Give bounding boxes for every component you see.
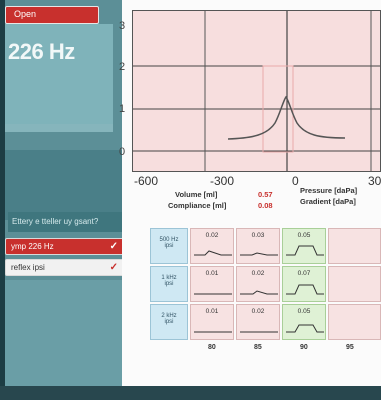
left-panel-footer xyxy=(5,280,122,386)
panel-divider xyxy=(5,124,113,132)
row-label-500hz: 500 Hz ipsi xyxy=(150,228,188,264)
reflex-cell-empty[interactable] xyxy=(328,304,381,340)
column-label: 80 xyxy=(208,344,216,351)
open-button-label: Open xyxy=(14,9,37,19)
tymp-metrics: Volume [ml] Compliance [ml] 0.57 0.08 Pr… xyxy=(150,186,381,216)
row-frequency: 1 kHz xyxy=(161,275,177,281)
compliance-label: Compliance [ml] xyxy=(168,201,227,210)
row-side: ipsi xyxy=(164,281,174,287)
row-label-2khz: 2 kHz ipsi xyxy=(150,304,188,340)
frequency-display: 226 Hz xyxy=(5,24,113,125)
x-tick-label: -300 xyxy=(210,174,235,188)
reflex-cell[interactable]: 0.02 xyxy=(190,228,234,264)
row-frequency: 2 kHz xyxy=(161,313,177,319)
gradient-label: Gradient [daPa] xyxy=(300,197,356,206)
frequency-value: 226 Hz xyxy=(8,39,75,64)
question-label: Ettery e tteller uy gsant? xyxy=(8,212,122,232)
pressure-label: Pressure [daPa] xyxy=(300,186,358,195)
row-frequency: 500 Hz xyxy=(159,237,179,243)
y-tick-label: 3 xyxy=(119,20,126,32)
reflex-trace xyxy=(286,284,324,295)
reflex-cell[interactable]: 0.05 xyxy=(282,304,326,340)
reflex-cell-value: 0.02 xyxy=(251,308,265,315)
check-icon: ✓ xyxy=(109,262,118,273)
y-tick-label: 0 xyxy=(119,146,126,158)
reflex-trace xyxy=(194,250,232,256)
reflex-trace xyxy=(240,290,278,295)
reflex-cell[interactable]: 0.05 xyxy=(282,228,326,264)
volume-value: 0.57 xyxy=(258,190,273,199)
reflex-cell[interactable]: 0.02 xyxy=(236,266,280,302)
reflex-cell-value: 0.02 xyxy=(251,270,265,277)
reflex-cell-value: 0.05 xyxy=(297,232,311,239)
reflex-cell[interactable]: 0.01 xyxy=(190,304,234,340)
column-label: 95 xyxy=(346,344,354,351)
reflex-trace xyxy=(286,324,324,333)
window-frame-left xyxy=(0,0,5,400)
reflex-trace xyxy=(194,293,232,295)
reflex-cell-empty[interactable] xyxy=(328,266,381,302)
column-label: 85 xyxy=(254,344,262,351)
y-tick-label: 2 xyxy=(119,61,126,73)
row-side: ipsi xyxy=(164,319,174,325)
reflex-grid: 500 Hz ipsi 0.02 0.03 0.05 1 kHz ipsi 0.… xyxy=(150,228,381,356)
reflex-trace xyxy=(194,331,232,333)
reflex-cell[interactable]: 0.02 xyxy=(236,304,280,340)
probe-item-label: ymp 226 Hz xyxy=(11,242,54,251)
reflex-trace xyxy=(240,331,278,333)
row-side: ipsi xyxy=(164,243,174,249)
reflex-cell[interactable]: 0.01 xyxy=(190,266,234,302)
reflex-cell-value: 0.01 xyxy=(205,270,219,277)
row-label-1khz: 1 kHz ipsi xyxy=(150,266,188,302)
reflex-cell-value: 0.05 xyxy=(297,308,311,315)
reflex-cell-value: 0.01 xyxy=(205,308,219,315)
y-tick-label: 1 xyxy=(119,103,126,115)
reflex-cell[interactable]: 0.07 xyxy=(282,266,326,302)
probe-item-tymp[interactable]: ymp 226 Hz ✓ xyxy=(5,238,125,255)
reflex-cell-empty[interactable] xyxy=(328,228,381,264)
open-button[interactable]: Open xyxy=(5,6,99,24)
x-tick-label: 300 xyxy=(368,174,381,188)
reflex-trace xyxy=(286,245,324,256)
reflex-cell-value: 0.07 xyxy=(297,270,311,277)
column-label: 90 xyxy=(300,344,308,351)
probe-item-label: reflex ipsi xyxy=(11,263,45,272)
compliance-value: 0.08 xyxy=(258,201,273,210)
lower-left-panel xyxy=(5,150,122,220)
probe-item-reflex[interactable]: reflex ipsi ✓ xyxy=(5,259,125,276)
check-icon: ✓ xyxy=(109,241,118,252)
x-tick-label: -600 xyxy=(134,174,159,188)
x-tick-label: 0 xyxy=(292,174,299,188)
window-frame-bottom xyxy=(0,386,381,400)
volume-label: Volume [ml] xyxy=(175,190,218,199)
tympanogram-plot xyxy=(133,11,380,171)
reflex-cell[interactable]: 0.03 xyxy=(236,228,280,264)
reflex-cell-value: 0.02 xyxy=(205,232,219,239)
tympanogram-graph xyxy=(132,10,381,172)
reflex-trace xyxy=(240,252,278,256)
reflex-cell-value: 0.03 xyxy=(251,232,265,239)
